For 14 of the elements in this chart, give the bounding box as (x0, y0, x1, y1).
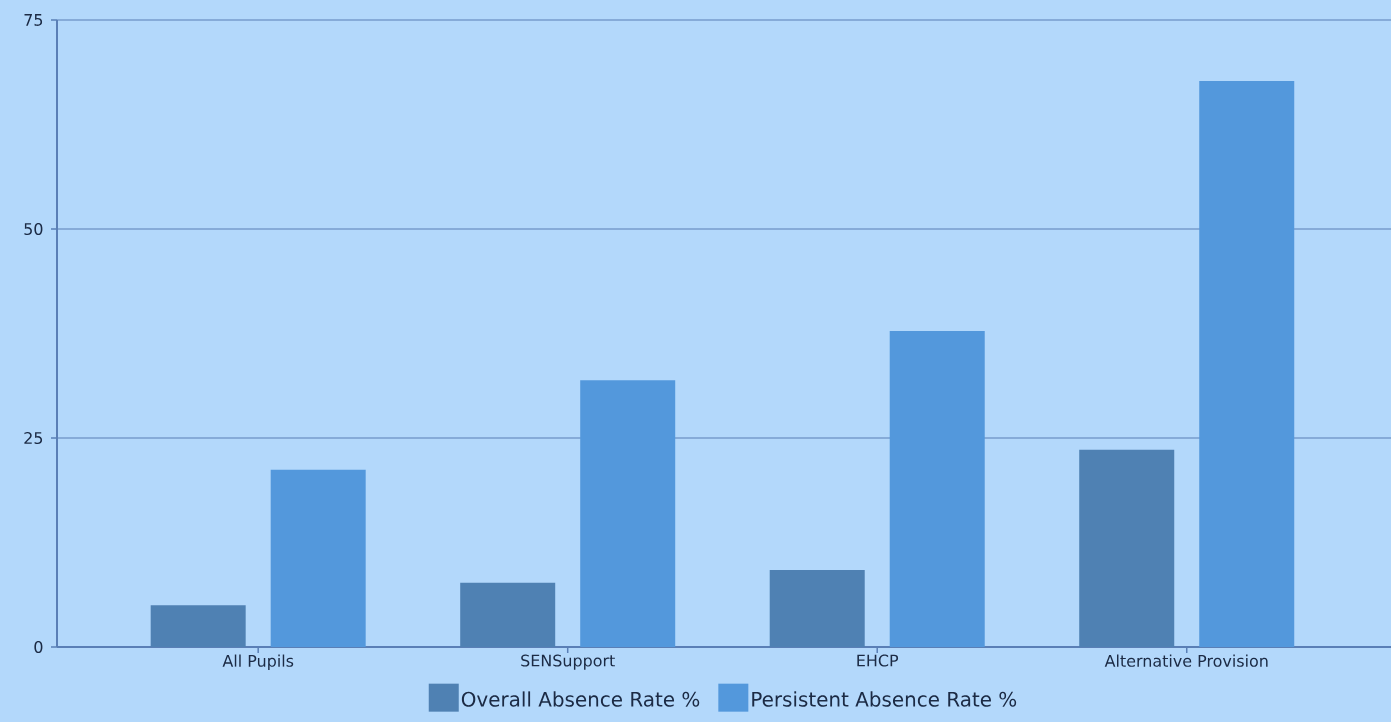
legend-label: Persistent Absence Rate % (752, 691, 1017, 707)
y-tick-label: 75 (24, 14, 43, 26)
bar (270, 469, 366, 647)
y-tick-label: 0 (34, 640, 43, 654)
x-tick-label: Alternative Provision (1104, 654, 1268, 667)
y-tick-label: 25 (24, 431, 43, 445)
x-tick-label: EHCP (857, 654, 899, 667)
x-tick-label: SENSupport (521, 654, 615, 670)
bar (580, 380, 676, 647)
bar (1199, 81, 1295, 647)
x-tick-label: All Pupils (222, 654, 294, 670)
legend-label: Overall Absence Rate % (461, 691, 700, 707)
bar (889, 330, 985, 647)
y-tick-label: 50 (24, 222, 43, 236)
